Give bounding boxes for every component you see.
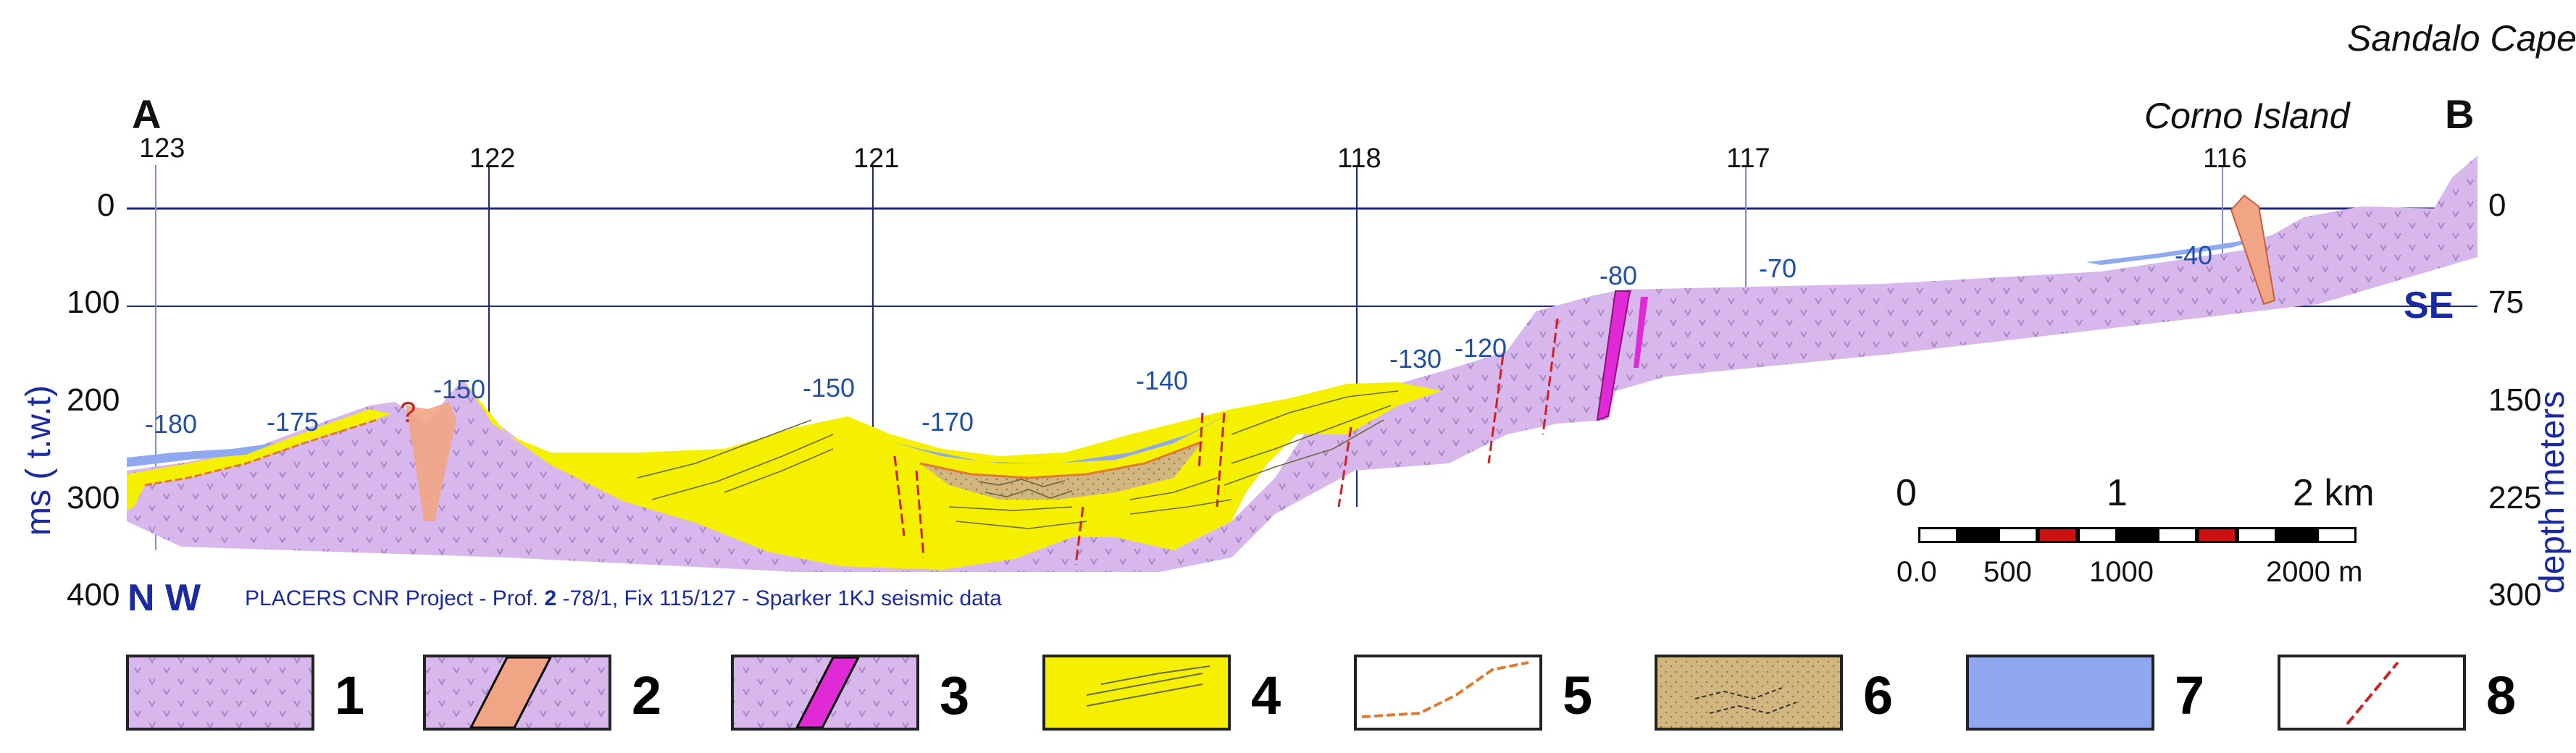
right-axis-tick: 150	[2488, 382, 2542, 418]
figure-caption: PLACERS CNR Project - Prof. 2 -78/1, Fix…	[245, 586, 1002, 610]
fix-label-123: 123	[139, 133, 185, 164]
legend-swatch-1	[126, 655, 314, 731]
depth-label: -175	[267, 407, 319, 437]
scale-km-label: 0	[1896, 472, 1917, 514]
scale-segment	[2038, 527, 2078, 543]
southeast-label: SE	[2404, 285, 2454, 327]
legend-swatch-8	[2278, 655, 2466, 731]
depth-label: -70	[1759, 253, 1797, 283]
northwest-label: N W	[127, 577, 201, 619]
scale-m-label: 0.0	[1897, 556, 1937, 588]
depth-label: -150	[803, 373, 856, 403]
legend-swatch-3	[731, 655, 919, 731]
legend-number-7: 7	[2175, 665, 2205, 725]
scale-m-label: 1000	[2089, 556, 2154, 588]
scale-segment	[2237, 527, 2277, 543]
water-unit-7-west	[127, 443, 275, 467]
legend-number-3: 3	[940, 665, 970, 725]
left-axis-tick: 100	[67, 285, 120, 320]
depth-label: -170	[921, 407, 974, 437]
section-end-a: A	[132, 91, 162, 137]
water-unit-7-east	[2086, 235, 2275, 265]
unconformity-central	[919, 440, 1203, 479]
left-axis-tick: 300	[67, 480, 120, 516]
legend-number-1: 1	[335, 665, 365, 725]
legend-swatches	[129, 656, 2463, 729]
scale-segment	[1998, 527, 2038, 543]
legend-swatch-4	[1042, 655, 1231, 731]
scale-m-label: 2000 m	[2266, 556, 2363, 588]
legend-swatch-6	[1655, 655, 1843, 731]
sediment-unit-4-west	[127, 409, 391, 510]
fix-label-117: 117	[1726, 143, 1770, 174]
scale-segment	[2277, 527, 2317, 543]
scale-segment	[2197, 527, 2237, 543]
faults	[893, 318, 1559, 565]
corno-island-label: Corno Island	[2144, 96, 2350, 136]
legend-number-6: 6	[1863, 665, 1894, 725]
fill-unit-6	[920, 442, 1203, 500]
right-axis-tick: 0	[2488, 188, 2506, 223]
scale-segment	[2078, 527, 2117, 543]
sandalo-cape-label: Sandalo Cape	[2347, 18, 2576, 59]
scale-segment	[2317, 527, 2357, 543]
legend-number-5: 5	[1563, 665, 1593, 725]
legend-number-8: 8	[2486, 665, 2517, 725]
scale-m-label: 500	[1983, 556, 2032, 588]
legend-swatch-5	[1354, 655, 1542, 731]
depth-label: -130	[1389, 344, 1442, 374]
fix-label-118: 118	[1337, 143, 1381, 174]
dyke-unit-2-corno	[2230, 194, 2276, 306]
fix-label-116: 116	[2203, 143, 2247, 174]
depth-label: -180	[145, 409, 198, 439]
legend-swatch-7	[1966, 655, 2154, 731]
depth-label: -150	[433, 374, 486, 404]
scale-segment	[2117, 527, 2157, 543]
scale-km-label: 2 km	[2293, 472, 2375, 514]
left-axis-tick: 400	[67, 577, 120, 613]
depth-label: -140	[1136, 366, 1189, 395]
depth-label: -120	[1455, 333, 1507, 363]
depth-label: -80	[1599, 261, 1638, 290]
scale-segment	[1918, 527, 1958, 543]
fix-label-121: 121	[853, 143, 900, 174]
water-unit-7-central	[862, 413, 1231, 463]
legend-swatch-2	[423, 655, 611, 731]
fix-label-122: 122	[469, 143, 516, 174]
legend-number-4: 4	[1251, 665, 1281, 725]
left-axis-tick: 0	[97, 188, 115, 223]
right-axis-tick: 300	[2488, 577, 2542, 613]
unconformity-west	[144, 418, 377, 487]
scale-segment	[1958, 527, 1998, 543]
depth-label: -40	[2175, 240, 2213, 270]
legend-number-2: 2	[632, 665, 662, 725]
dyke-unit-3-small	[1634, 297, 1648, 368]
right-axis-tick: 75	[2488, 285, 2524, 320]
left-axis-title: ms ( t.w.t)	[20, 385, 58, 536]
section-end-b: B	[2445, 91, 2475, 137]
dyke-unit-3	[1596, 290, 1631, 421]
scale-km-label: 1	[2107, 472, 2128, 514]
uncertain-mark: ?	[400, 397, 417, 429]
left-axis-tick: 200	[67, 382, 120, 418]
scale-segment	[2157, 527, 2197, 543]
right-axis-tick: 225	[2488, 480, 2542, 516]
dyke-unit-2-west	[406, 402, 456, 521]
substrate-unit-1	[127, 156, 2477, 572]
